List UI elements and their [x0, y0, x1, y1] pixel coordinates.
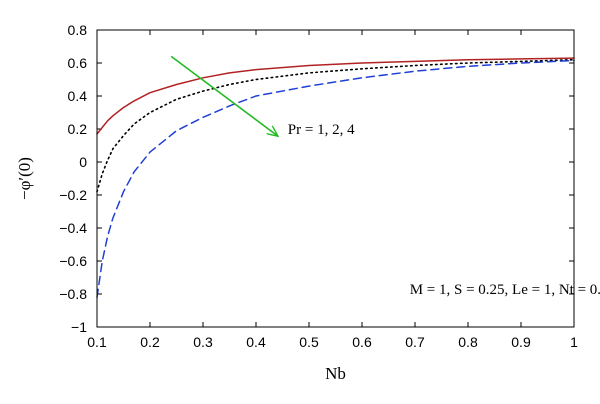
x-tick-label: 0.9: [511, 334, 531, 350]
x-tick-label: 0.1: [87, 334, 107, 350]
y-tick-label: −0.4: [59, 220, 87, 236]
pr-annotation: Pr = 1, 2, 4: [288, 122, 355, 138]
x-tick-label: 0.7: [405, 334, 425, 350]
x-tick-label: 0.8: [458, 334, 478, 350]
y-tick-label: −1: [71, 319, 87, 335]
x-tick-label: 0.2: [140, 334, 160, 350]
x-tick-label: 0.3: [193, 334, 213, 350]
x-tick-label: 0.5: [299, 334, 319, 350]
y-tick-label: −0.8: [59, 286, 87, 302]
x-tick-label: 1: [570, 334, 578, 350]
y-tick-label: 0.4: [68, 88, 88, 104]
x-tick-label: 0.6: [352, 334, 372, 350]
params-annotation: M = 1, S = 0.25, Le = 1, Nt = 0.1: [410, 282, 600, 298]
series-line-dotted: [96, 58, 575, 193]
y-tick-label: 0.6: [68, 55, 88, 71]
plot-frame: [96, 29, 575, 328]
x-tick-label: 0.4: [246, 334, 266, 350]
pr-trend-arrow: [170, 55, 277, 135]
x-axis-label: Nb: [325, 364, 346, 383]
y-tick-label: 0.8: [68, 22, 88, 38]
series-line-solid: [96, 57, 575, 135]
series-line-dashed: [96, 59, 575, 299]
y-tick-label: 0: [79, 154, 87, 170]
y-tick-label: −0.2: [59, 187, 87, 203]
y-axis-label: −φ′(0): [15, 157, 34, 200]
y-tick-label: −0.6: [59, 253, 87, 269]
y-tick-label: 0.2: [68, 121, 88, 137]
